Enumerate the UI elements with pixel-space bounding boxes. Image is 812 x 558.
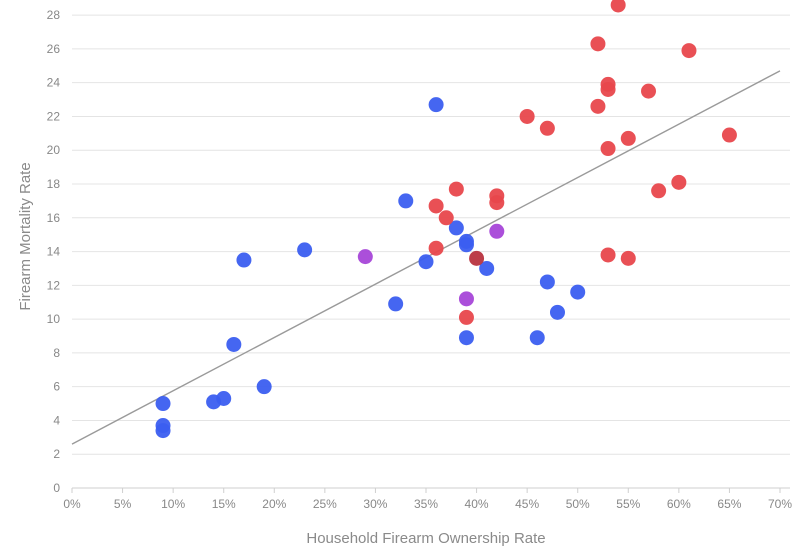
data-point[interactable] (458, 237, 474, 253)
data-point[interactable] (671, 174, 687, 190)
data-point[interactable] (620, 130, 636, 146)
data-point[interactable] (519, 108, 535, 124)
data-point[interactable] (428, 198, 444, 214)
data-point[interactable] (600, 81, 616, 97)
data-point[interactable] (570, 284, 586, 300)
x-tick-label: 25% (313, 497, 337, 511)
x-tick-label: 60% (667, 497, 691, 511)
data-point[interactable] (641, 83, 657, 99)
data-point[interactable] (357, 249, 373, 265)
y-tick-label: 0 (53, 481, 60, 495)
data-point[interactable] (489, 195, 505, 211)
data-point[interactable] (529, 330, 545, 346)
data-point[interactable] (681, 43, 697, 59)
x-tick-label: 30% (363, 497, 387, 511)
data-point[interactable] (438, 210, 454, 226)
x-tick-label: 40% (465, 497, 489, 511)
data-point[interactable] (297, 242, 313, 258)
data-point[interactable] (418, 254, 434, 270)
y-tick-label: 28 (47, 8, 61, 22)
y-tick-label: 12 (47, 278, 61, 292)
data-point[interactable] (600, 141, 616, 157)
y-tick-label: 26 (47, 42, 61, 56)
data-point[interactable] (155, 423, 171, 439)
y-tick-label: 20 (47, 143, 61, 157)
y-tick-label: 18 (47, 177, 61, 191)
data-point[interactable] (458, 291, 474, 307)
data-point[interactable] (721, 127, 737, 143)
y-tick-label: 10 (47, 312, 61, 326)
data-point[interactable] (489, 223, 505, 239)
y-tick-label: 24 (47, 76, 61, 90)
data-point[interactable] (651, 183, 667, 199)
data-points (155, 0, 737, 439)
data-point[interactable] (388, 296, 404, 312)
data-point[interactable] (428, 97, 444, 113)
data-point[interactable] (448, 181, 464, 197)
y-tick-label: 4 (53, 413, 60, 427)
x-tick-label: 50% (566, 497, 590, 511)
x-tick-label: 10% (161, 497, 185, 511)
data-point[interactable] (539, 120, 555, 136)
data-point[interactable] (458, 309, 474, 325)
grid-lines (72, 14, 790, 455)
x-tick-label: 35% (414, 497, 438, 511)
x-tick-label: 0% (63, 497, 81, 511)
x-axis-ticks: 0% 5% 10% 15% 20% 25% 30% 35% 40% 45% 50% 55% 60% 65%… (63, 488, 792, 511)
x-tick-label: 55% (616, 497, 640, 511)
x-tick-label: 5% (114, 497, 132, 511)
x-tick-label: 45% (515, 497, 539, 511)
data-point[interactable] (428, 240, 444, 256)
data-point[interactable] (590, 36, 606, 52)
y-tick-label: 6 (53, 380, 60, 394)
data-point[interactable] (600, 247, 616, 263)
y-tick-label: 2 (53, 447, 60, 461)
data-point[interactable] (226, 336, 242, 352)
y-tick-label: 14 (47, 245, 61, 259)
data-point[interactable] (236, 252, 252, 268)
y-axis-title: Firearm Mortality Rate (17, 162, 34, 310)
x-tick-label: 15% (212, 497, 236, 511)
x-tick-label: 65% (717, 497, 741, 511)
data-point[interactable] (469, 250, 485, 266)
x-tick-label: 20% (262, 497, 286, 511)
data-point[interactable] (155, 396, 171, 412)
data-point[interactable] (549, 304, 565, 320)
y-tick-label: 16 (47, 211, 61, 225)
y-tick-label: 22 (47, 109, 61, 123)
x-tick-label: 70% (768, 497, 792, 511)
data-point[interactable] (256, 379, 272, 395)
data-point[interactable] (620, 250, 636, 266)
data-point[interactable] (479, 260, 495, 276)
data-point[interactable] (398, 193, 414, 209)
x-axis-title: Household Firearm Ownership Rate (306, 530, 545, 547)
data-point[interactable] (590, 98, 606, 114)
data-point[interactable] (448, 220, 464, 236)
data-point[interactable] (610, 0, 626, 13)
data-point[interactable] (458, 330, 474, 346)
data-point[interactable] (216, 390, 232, 406)
y-tick-label: 8 (53, 346, 60, 360)
data-point[interactable] (539, 274, 555, 290)
